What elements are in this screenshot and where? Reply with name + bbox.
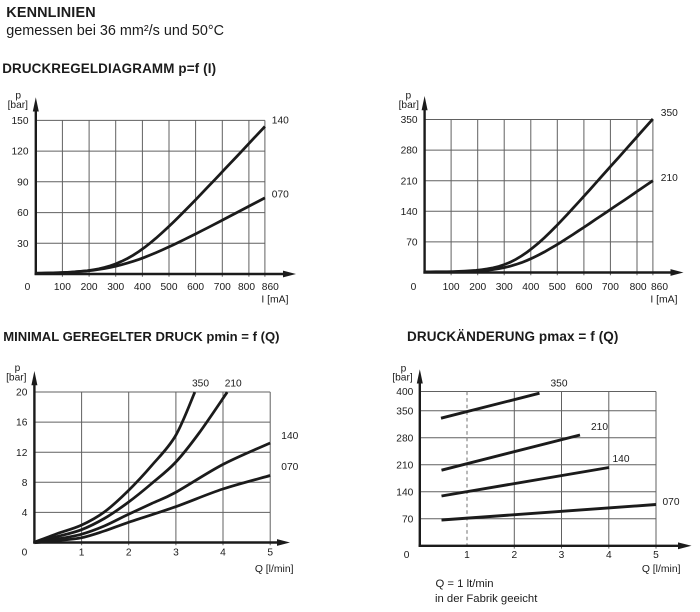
svg-text:5: 5 (653, 550, 659, 561)
svg-text:p: p (15, 363, 21, 374)
svg-text:0: 0 (25, 282, 31, 293)
svg-text:400: 400 (522, 282, 539, 293)
svg-text:070: 070 (281, 462, 298, 473)
svg-text:p: p (401, 363, 407, 374)
svg-text:210: 210 (225, 378, 242, 389)
svg-text:140: 140 (396, 487, 413, 498)
svg-text:140: 140 (281, 431, 298, 442)
svg-text:300: 300 (107, 282, 124, 293)
svg-text:I [mA]: I [mA] (650, 295, 677, 306)
svg-text:1: 1 (79, 547, 85, 558)
svg-text:0: 0 (404, 550, 410, 561)
svg-text:400: 400 (396, 387, 413, 398)
svg-text:4: 4 (606, 550, 612, 561)
svg-text:210: 210 (396, 460, 413, 471)
svg-text:12: 12 (16, 448, 28, 459)
svg-text:280: 280 (401, 146, 418, 157)
svg-text:600: 600 (187, 282, 204, 293)
svg-text:16: 16 (16, 418, 28, 429)
svg-text:30: 30 (17, 239, 29, 250)
svg-text:2: 2 (126, 547, 132, 558)
svg-text:200: 200 (469, 282, 486, 293)
svg-text:800: 800 (630, 282, 647, 293)
svg-text:350: 350 (396, 406, 413, 417)
svg-text:070: 070 (272, 190, 289, 201)
svg-text:20: 20 (16, 388, 28, 399)
svg-text:Q [l/min]: Q [l/min] (642, 564, 681, 575)
svg-text:700: 700 (214, 282, 231, 293)
svg-text:150: 150 (12, 116, 29, 127)
svg-text:100: 100 (443, 282, 460, 293)
svg-text:500: 500 (549, 282, 566, 293)
svg-text:4: 4 (220, 547, 226, 558)
svg-text:350: 350 (661, 108, 678, 119)
svg-text:210: 210 (401, 176, 418, 187)
svg-text:3: 3 (559, 550, 565, 561)
svg-text:210: 210 (591, 422, 608, 433)
svg-text:350: 350 (192, 378, 209, 389)
svg-text:[bar]: [bar] (8, 100, 29, 111)
svg-text:280: 280 (396, 433, 413, 444)
svg-text:70: 70 (402, 514, 414, 525)
svg-text:3: 3 (173, 547, 179, 558)
svg-text:100: 100 (54, 282, 71, 293)
svg-text:120: 120 (12, 147, 29, 158)
svg-text:0: 0 (22, 547, 28, 558)
svg-text:[bar]: [bar] (392, 373, 413, 384)
svg-text:500: 500 (161, 282, 178, 293)
svg-text:p: p (405, 91, 411, 102)
svg-text:350: 350 (401, 115, 418, 126)
svg-text:0: 0 (411, 282, 417, 293)
svg-text:I [mA]: I [mA] (261, 294, 288, 305)
svg-text:5: 5 (267, 547, 273, 558)
svg-text:140: 140 (613, 454, 630, 465)
svg-text:600: 600 (575, 282, 592, 293)
svg-text:140: 140 (272, 116, 289, 127)
svg-text:350: 350 (551, 378, 568, 389)
svg-text:200: 200 (81, 282, 98, 293)
svg-text:[bar]: [bar] (6, 372, 27, 383)
svg-text:60: 60 (17, 208, 29, 219)
svg-text:700: 700 (602, 282, 619, 293)
svg-text:8: 8 (22, 478, 28, 489)
svg-text:800: 800 (238, 282, 255, 293)
svg-text:[bar]: [bar] (399, 100, 420, 111)
svg-text:4: 4 (22, 508, 28, 519)
svg-text:2: 2 (511, 550, 517, 561)
svg-text:140: 140 (401, 207, 418, 218)
svg-text:860: 860 (262, 282, 279, 293)
svg-text:210: 210 (661, 173, 678, 184)
svg-text:860: 860 (651, 282, 668, 293)
svg-text:400: 400 (134, 282, 151, 293)
svg-text:300: 300 (496, 282, 513, 293)
svg-text:Q [l/min]: Q [l/min] (255, 564, 294, 575)
svg-text:070: 070 (663, 497, 680, 508)
svg-text:90: 90 (17, 177, 29, 188)
svg-text:70: 70 (406, 238, 418, 249)
svg-text:p: p (15, 91, 21, 102)
svg-text:1: 1 (464, 550, 470, 561)
